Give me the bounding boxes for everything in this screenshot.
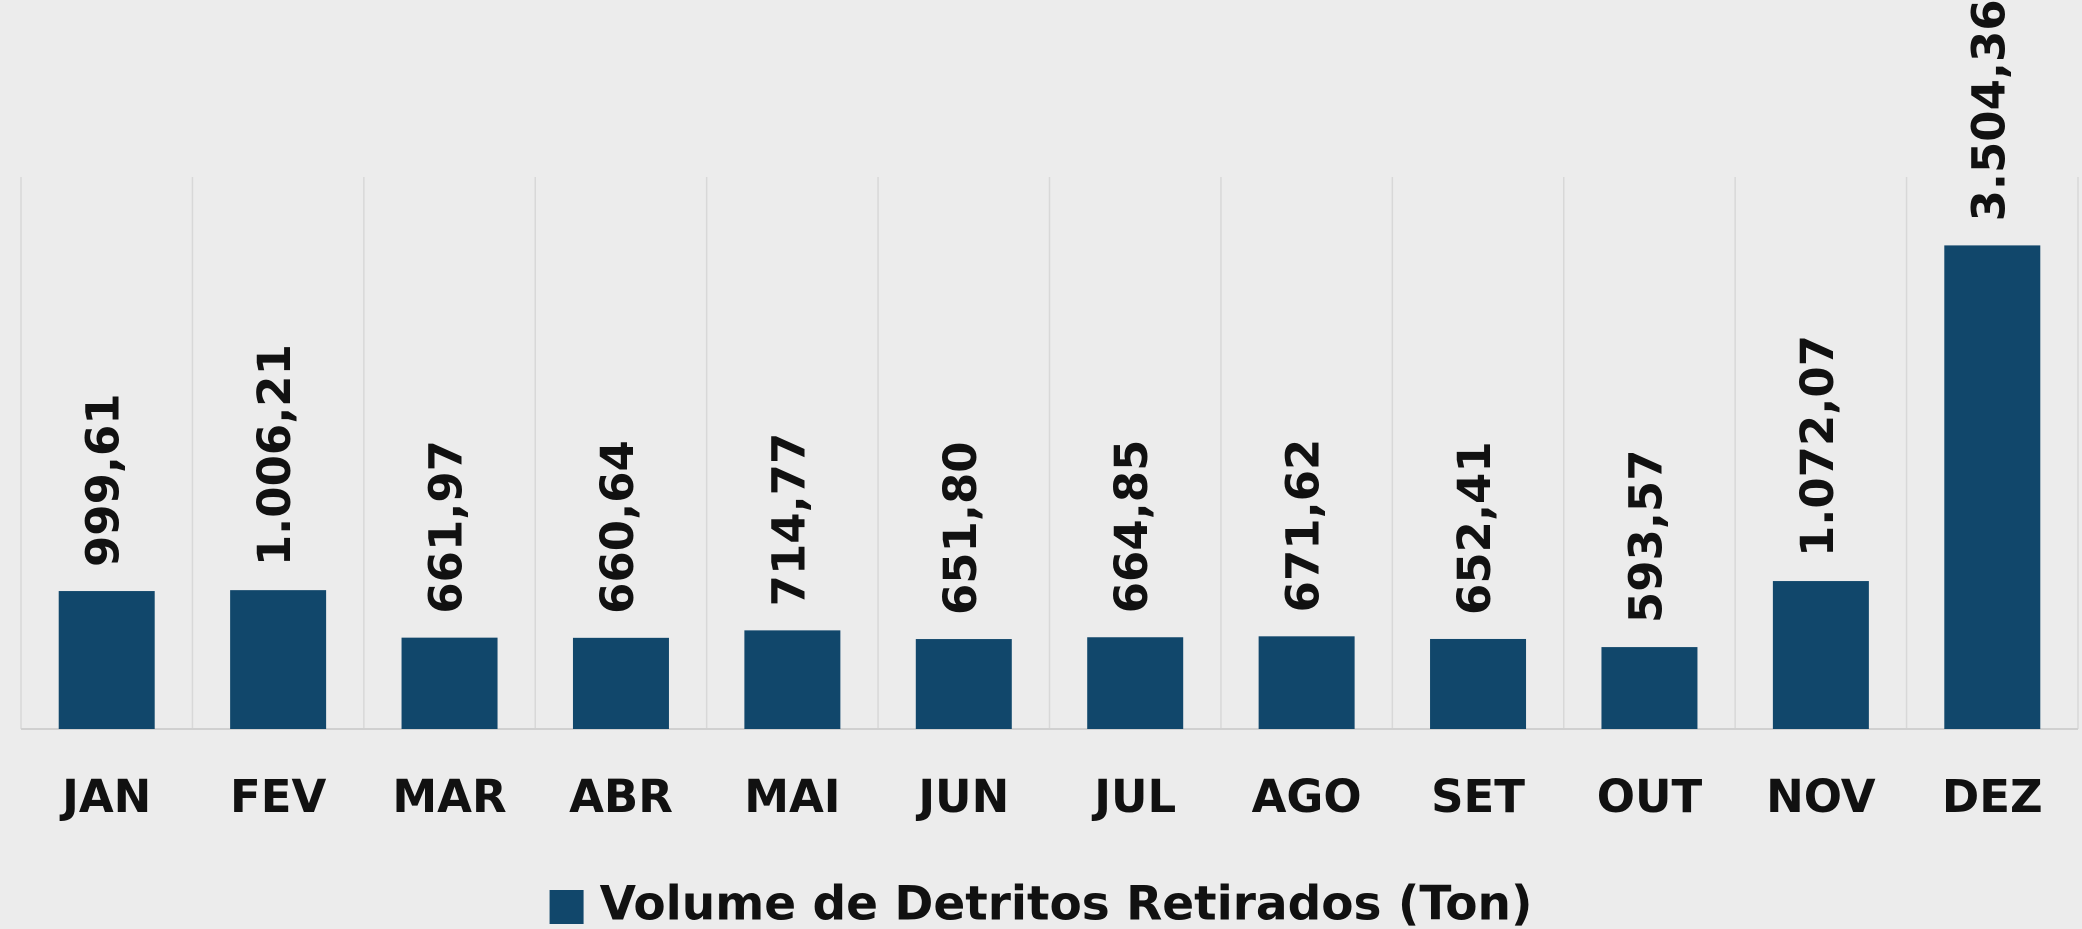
data-label: 593,57 (1619, 449, 1672, 623)
data-label: 652,41 (1448, 441, 1501, 615)
bar (1258, 636, 1355, 729)
bar (744, 630, 841, 729)
data-label: 664,85 (1105, 440, 1158, 614)
data-label: 999,61 (77, 393, 130, 567)
bar (1944, 245, 2041, 729)
x-tick-label: MAR (392, 770, 506, 823)
bar (572, 637, 669, 729)
x-tick-label: NOV (1766, 770, 1876, 823)
x-tick-label: ABR (569, 770, 673, 823)
bar (58, 591, 155, 729)
bar (230, 590, 327, 729)
x-tick-label: JAN (59, 770, 151, 823)
legend-swatch (549, 890, 584, 924)
bar (915, 639, 1012, 729)
data-label: 671,62 (1277, 439, 1330, 613)
bar (1087, 637, 1184, 729)
x-tick-label: DEZ (1942, 770, 2043, 823)
data-label: 660,64 (591, 440, 644, 614)
x-tick-label: FEV (230, 770, 326, 823)
x-tick-label: OUT (1597, 770, 1703, 823)
data-label: 1.072,07 (1791, 335, 1844, 557)
data-label: 714,77 (762, 433, 815, 607)
legend-label: Volume de Detritos Retirados (Ton) (600, 877, 1533, 929)
data-label: 3.504,36 (1962, 0, 2015, 221)
bar (1601, 647, 1698, 729)
data-label: 661,97 (420, 440, 473, 614)
x-tick-label: AGO (1252, 770, 1362, 823)
x-tick-label: SET (1431, 770, 1525, 823)
x-tick-label: JUL (1091, 770, 1176, 823)
bar (1772, 581, 1869, 729)
bar (401, 637, 498, 729)
x-tick-label: MAI (744, 770, 840, 823)
x-tick-label: JUN (915, 770, 1009, 823)
bar (1430, 638, 1527, 729)
data-label: 651,80 (934, 441, 987, 615)
data-label: 1.006,21 (248, 344, 301, 566)
